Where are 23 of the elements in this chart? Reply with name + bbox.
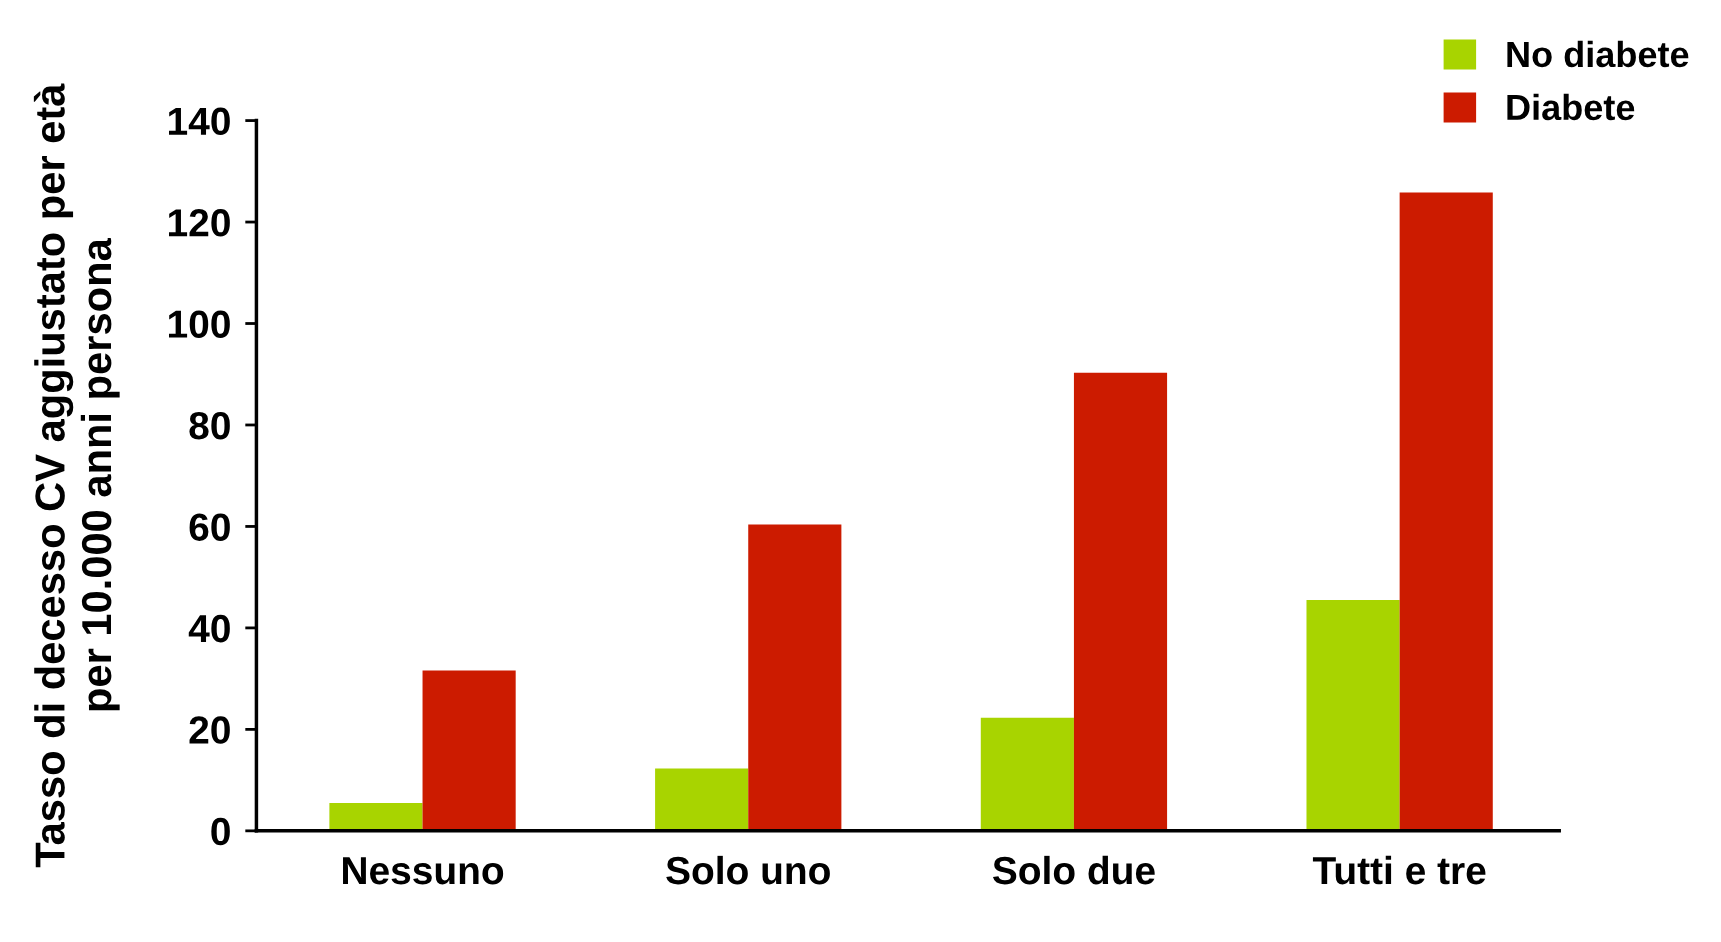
legend-label: Diabete — [1507, 93, 1635, 121]
y-tick-label: 40 — [188, 614, 230, 643]
legend-label: No diabete — [1507, 40, 1689, 68]
x-tick-label: Solo due — [992, 855, 1155, 885]
bar — [1399, 192, 1493, 831]
bar — [329, 802, 423, 831]
y-tick-label: 120 — [169, 208, 230, 237]
y-tick-label: 100 — [169, 310, 230, 338]
bar — [655, 768, 749, 831]
y-tick-label: 140 — [169, 107, 230, 136]
bar — [1306, 600, 1400, 831]
y-axis-title: Tasso di decesso CV aggiustato per età per 10.000 anni persona — [33, 83, 120, 868]
x-tick-label: Nessuno — [343, 857, 504, 885]
x-tick-label: Solo uno — [666, 855, 830, 885]
y-tick-label: 0 — [211, 817, 230, 846]
x-tick-label: Tutti e tre — [1312, 855, 1486, 885]
bar — [980, 717, 1074, 831]
bar — [1073, 372, 1168, 831]
bar — [748, 524, 842, 831]
y-tick-label: 60 — [189, 513, 230, 541]
y-tick-label: 80 — [189, 411, 230, 440]
bar — [422, 670, 516, 831]
y-tick-label: 20 — [189, 716, 230, 744]
